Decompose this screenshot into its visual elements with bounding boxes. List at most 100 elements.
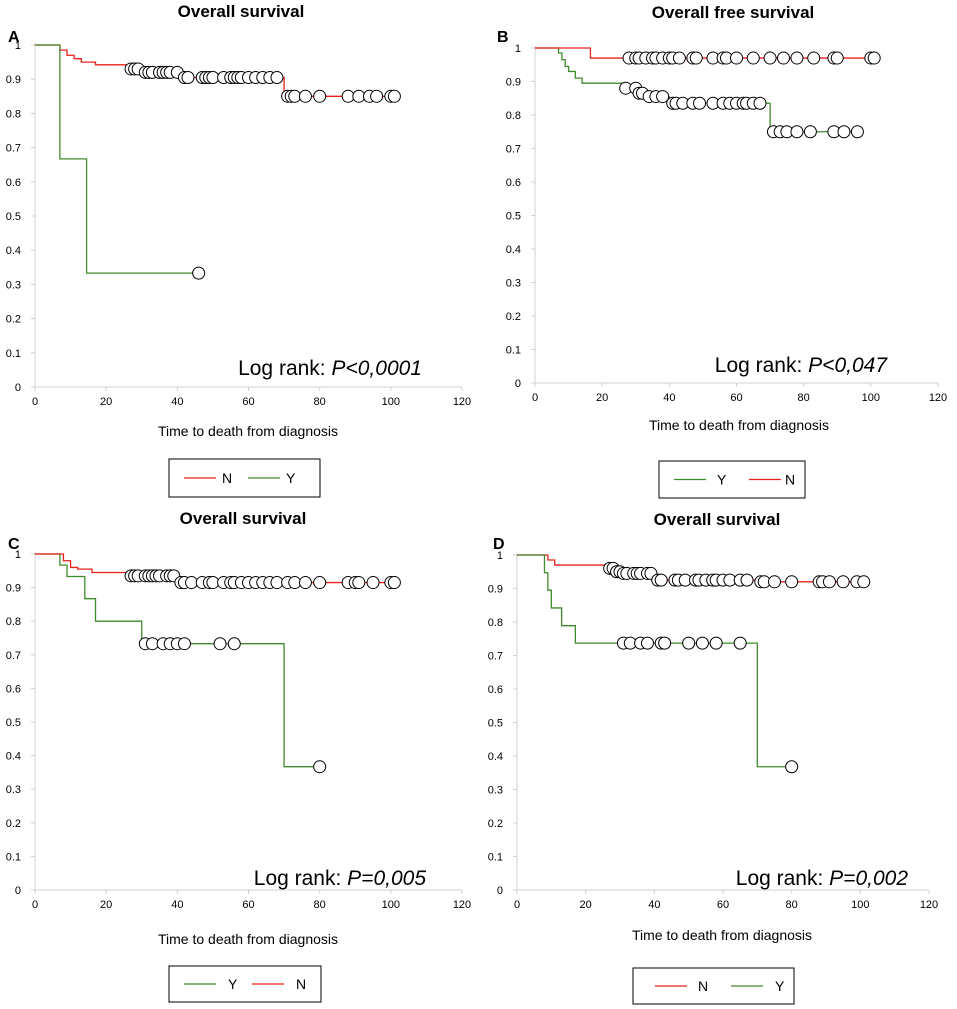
censor-marker (370, 89, 384, 103)
x-tick-label: 40 (663, 392, 675, 404)
y-tick-label: 0.5 (6, 717, 21, 729)
censor-marker (654, 573, 668, 587)
y-tick-label: 0.8 (506, 110, 521, 122)
censor-marker (656, 90, 670, 104)
censor-marker (857, 575, 871, 589)
censor-marker (672, 51, 686, 65)
censor-marker (213, 637, 227, 651)
y-tick-label: 0 (15, 382, 21, 394)
legend-label-y: Y (775, 978, 785, 994)
y-tick-label: 0.8 (6, 108, 21, 120)
y-tick-label: 0.5 (488, 718, 503, 730)
series-y (35, 553, 327, 774)
series-n (35, 553, 401, 590)
legend-label-n: N (698, 978, 708, 994)
y-tick-label: 1 (15, 549, 21, 561)
censor-marker (785, 575, 799, 589)
y-tick-label: 0.2 (6, 314, 21, 326)
censor-marker (693, 96, 707, 110)
censor-marker (850, 125, 864, 139)
series-n (535, 47, 881, 65)
y-tick-label: 0.4 (6, 245, 21, 257)
x-tick-label: 0 (32, 899, 38, 911)
x-tick-label: 40 (648, 899, 660, 911)
panel-label: D (493, 536, 505, 553)
legend-label-y: Y (717, 472, 727, 488)
y-tick-label: 0.9 (488, 584, 503, 596)
y-tick-label: 0.2 (488, 818, 503, 830)
series-y (517, 554, 799, 774)
y-tick-label: 0.4 (506, 244, 521, 256)
y-tick-label: 0.7 (6, 650, 21, 662)
series-n (35, 44, 401, 103)
x-tick-label: 60 (242, 899, 254, 911)
survival-curve-y (35, 44, 199, 274)
y-tick-label: 0 (515, 378, 521, 390)
panel-label: B (497, 29, 509, 46)
survival-curve-y (517, 554, 792, 768)
y-tick-label: 0 (15, 885, 21, 897)
log-rank-p-value: P=0,005 (347, 867, 426, 890)
censor-marker (313, 89, 327, 103)
legend-label-n: N (296, 976, 306, 992)
survival-curve-n (535, 47, 875, 59)
y-tick-label: 0.6 (6, 683, 21, 695)
legend-label-n: N (785, 472, 795, 488)
series-y (35, 44, 206, 280)
y-tick-label: 0.8 (6, 616, 21, 628)
panel-b: B Overall free survival 0 0.1 0.2 0.3 0.4 0.5 0.… (497, 3, 947, 499)
log-rank-prefix: Log rank: (736, 867, 829, 890)
censor-marker (689, 51, 703, 65)
censor-marker (837, 125, 851, 139)
y-tick-label: 1 (497, 550, 503, 562)
censor-marker (313, 576, 327, 590)
censor-marker (709, 636, 723, 650)
survival-curve-y (35, 553, 320, 768)
x-tick-label: 100 (862, 392, 880, 404)
censor-marker (298, 89, 312, 103)
censor-marker (807, 51, 821, 65)
x-tick-label: 20 (100, 899, 112, 911)
censor-marker (387, 576, 401, 590)
y-tick-label: 0.9 (6, 74, 21, 86)
x-tick-label: 120 (453, 396, 471, 408)
survival-curve-n (35, 44, 395, 97)
log-rank-annotation: Log rank: P<0,047 (715, 354, 889, 377)
x-tick-label: 80 (798, 392, 810, 404)
x-axis-label: Time to death from diagnosis (632, 927, 812, 943)
y-tick-label: 0 (497, 885, 503, 897)
x-tick-label: 100 (382, 899, 400, 911)
x-tick-label: 80 (314, 396, 326, 408)
y-tick-label: 0.1 (506, 345, 521, 357)
x-tick-label: 0 (32, 396, 38, 408)
y-tick-label: 0.7 (488, 651, 503, 663)
censor-marker (658, 636, 672, 650)
y-tick-label: 0.2 (6, 818, 21, 830)
x-axis-label: Time to death from diagnosis (158, 423, 338, 439)
y-tick-label: 0.3 (6, 784, 21, 796)
log-rank-annotation: Log rank: P=0,005 (254, 867, 427, 890)
log-rank-annotation: Log rank: P<0,0001 (238, 357, 422, 380)
y-tick-label: 0.6 (488, 684, 503, 696)
x-axis-label: Time to death from diagnosis (649, 417, 829, 433)
log-rank-p-value: P<0,047 (808, 354, 888, 377)
panel-label: A (8, 29, 20, 46)
y-tick-label: 0.7 (506, 144, 521, 156)
censor-marker (746, 51, 760, 65)
censor-marker (270, 70, 284, 84)
chart-title: Overall survival (180, 509, 307, 528)
censor-marker (803, 125, 817, 139)
y-tick-label: 0.6 (506, 177, 521, 189)
censor-marker (768, 575, 781, 589)
x-tick-label: 20 (100, 396, 112, 408)
censor-marker (740, 573, 754, 587)
censor-marker (313, 760, 327, 774)
censor-marker (790, 125, 804, 139)
censor-marker (830, 51, 844, 65)
y-tick-label: 0.3 (6, 279, 21, 291)
legend-label-y: Y (228, 976, 238, 992)
legend-label-y: Y (286, 470, 296, 486)
